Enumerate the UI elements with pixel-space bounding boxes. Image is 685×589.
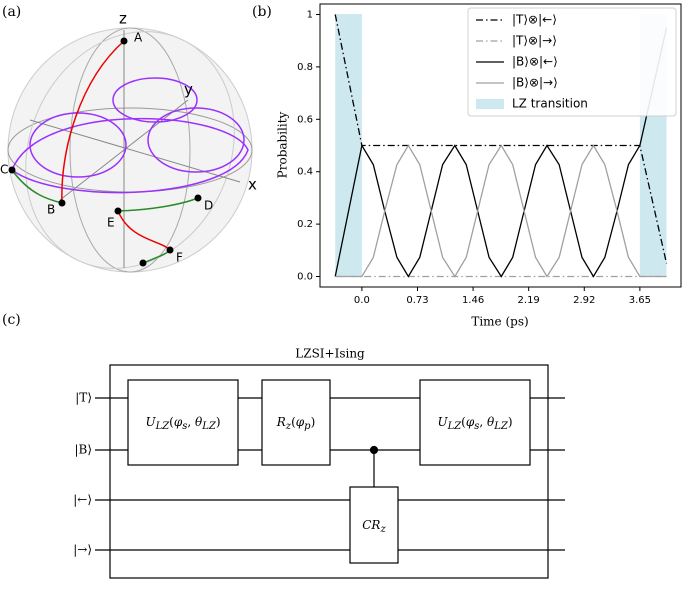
axis-label: x xyxy=(248,176,257,194)
series-line xyxy=(334,14,668,264)
y-tick-label: 0.4 xyxy=(297,167,313,178)
point-label: B xyxy=(47,203,55,217)
point xyxy=(194,194,202,202)
x-axis-label: Time (ps) xyxy=(471,315,528,329)
plot: 0.0 0.73 1.46 2.19 2.92 3.65 0.0 0.2 0.4 0.6 0.8 1 |… xyxy=(297,3,682,306)
point-label: C xyxy=(0,163,8,177)
y-axis-label: Probability xyxy=(276,111,290,178)
axis-label: z xyxy=(119,10,127,28)
gate xyxy=(349,486,399,564)
path-green xyxy=(117,197,199,212)
circuit-title: LZSI+Ising xyxy=(295,347,365,361)
panel-label: (b) xyxy=(252,4,272,20)
meridian xyxy=(25,31,235,269)
axes-frame xyxy=(319,3,682,288)
series-line xyxy=(334,27,668,278)
point xyxy=(114,207,122,215)
wire-label: |B⟩ xyxy=(74,443,92,457)
point-label: F xyxy=(176,251,183,265)
legend-label: |B⟩⊗|→⟩ xyxy=(512,76,558,90)
gate-label: CRz xyxy=(362,518,386,535)
y-tick-label: 0.0 xyxy=(297,272,313,283)
panel-label: (c) xyxy=(2,312,21,328)
gate-label: Rz(φp) xyxy=(276,415,316,432)
axis-label: y xyxy=(184,81,193,99)
control-dot xyxy=(369,445,379,455)
y-tick-label: 1 xyxy=(307,9,313,20)
circuit-box xyxy=(109,364,549,579)
legend-swatch xyxy=(476,99,504,109)
point-label: A xyxy=(134,31,143,45)
y-axis xyxy=(59,99,189,201)
y-tick-label: 0.6 xyxy=(297,114,313,125)
path-red xyxy=(117,210,171,251)
circuit xyxy=(95,364,565,579)
y-tick-label: 0.2 xyxy=(297,219,313,230)
wire-label: |T⟩ xyxy=(75,391,92,405)
point xyxy=(58,199,66,207)
gate xyxy=(419,379,531,466)
x-tick-label: 1.46 xyxy=(462,295,484,306)
meridian xyxy=(69,27,191,273)
x-tick-label: 3.65 xyxy=(629,295,651,306)
point-label: E xyxy=(107,216,115,230)
panel-label: (a) xyxy=(2,4,21,20)
point xyxy=(8,166,16,174)
legend-label: LZ transition xyxy=(512,97,588,111)
legend-box xyxy=(467,7,677,117)
path-red xyxy=(61,40,125,204)
legend-label: |T⟩⊗|→⟩ xyxy=(512,34,557,48)
point xyxy=(120,37,128,45)
x-tick-label: 2.92 xyxy=(573,295,595,306)
trajectory xyxy=(29,112,127,178)
lz-region xyxy=(335,14,362,277)
x-tick-label: 0.0 xyxy=(354,295,370,306)
y-tick-label: 0.8 xyxy=(297,62,313,73)
series-line xyxy=(335,144,667,278)
point-label: D xyxy=(204,199,213,213)
gate xyxy=(127,379,239,466)
trajectory xyxy=(11,118,249,194)
trajectory xyxy=(112,77,198,123)
wire-label: |→⟩ xyxy=(73,543,92,557)
gate xyxy=(261,379,331,466)
trajectory xyxy=(147,107,245,173)
bloch-sphere xyxy=(7,27,253,273)
x-tick-label: 2.19 xyxy=(518,295,540,306)
legend-label: |B⟩⊗|←⟩ xyxy=(512,55,558,69)
x-tick-label: 0.73 xyxy=(406,295,428,306)
gate-label: ULZ(φs, θLZ) xyxy=(145,415,220,432)
legend-label: |T⟩⊗|←⟩ xyxy=(512,13,557,27)
point xyxy=(139,259,147,267)
gate-label: ULZ(φs, θLZ) xyxy=(437,415,512,432)
wire-label: |←⟩ xyxy=(73,493,92,507)
point xyxy=(166,246,174,254)
